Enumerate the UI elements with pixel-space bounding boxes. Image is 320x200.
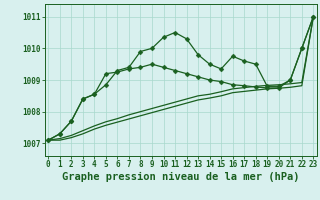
X-axis label: Graphe pression niveau de la mer (hPa): Graphe pression niveau de la mer (hPa) <box>62 172 300 182</box>
